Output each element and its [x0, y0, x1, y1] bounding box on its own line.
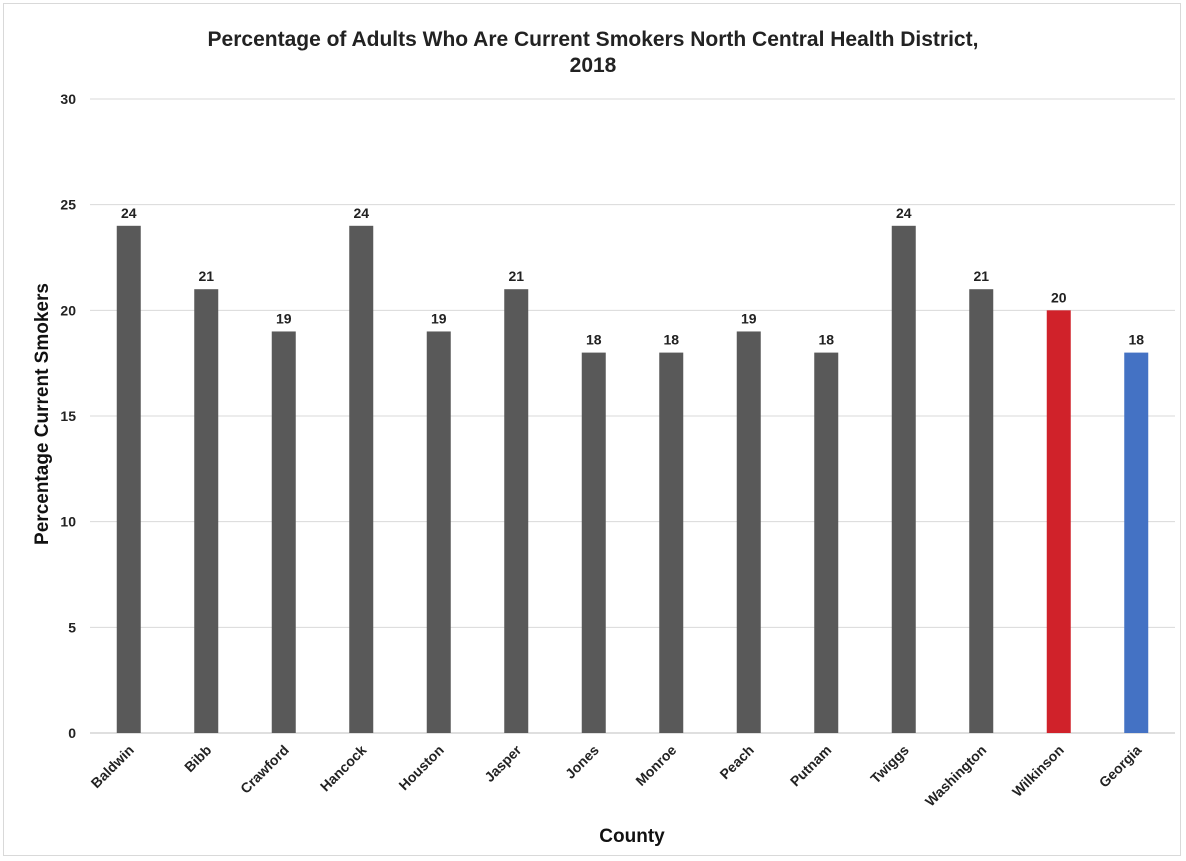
- bar: [1124, 352, 1149, 733]
- bar-value-label: 21: [973, 268, 989, 284]
- y-tick-label: 15: [60, 408, 76, 424]
- bar-value-label: 19: [431, 310, 447, 326]
- chart-title-line-2: 2018: [570, 54, 617, 77]
- bar: [504, 289, 529, 733]
- x-tick-label: Monroe: [632, 742, 679, 789]
- bar: [349, 225, 374, 734]
- gridlines: [90, 98, 1175, 734]
- bar-value-label: 24: [896, 205, 912, 221]
- bar-value-label: 18: [663, 332, 679, 348]
- bar-value-label: 18: [818, 332, 834, 348]
- bar-value-label: 19: [276, 310, 292, 326]
- bars: 24 21 19 24 19 21 18 18 19 18 24 21 20 18: [116, 205, 1149, 734]
- y-tick-label: 30: [60, 91, 76, 107]
- bar: [659, 352, 684, 733]
- bar-value-label: 18: [586, 332, 602, 348]
- bar-value-label: 19: [741, 310, 757, 326]
- bar: [116, 225, 141, 734]
- x-tick-label: Jasper: [481, 741, 525, 785]
- bar: [1046, 310, 1071, 733]
- bar: [814, 352, 839, 733]
- y-tick-label: 5: [68, 619, 76, 635]
- x-tick-label: Wilkinson: [1009, 742, 1067, 800]
- x-tick-label: Putnam: [787, 742, 835, 790]
- x-tick-label: Baldwin: [88, 742, 137, 791]
- bar-value-label: 20: [1051, 289, 1067, 305]
- x-tick-label: Georgia: [1096, 742, 1145, 791]
- bar: [969, 289, 994, 733]
- x-axis-title: County: [599, 826, 665, 847]
- x-tick-label: Hancock: [317, 742, 370, 795]
- bar: [426, 331, 451, 733]
- bar: [736, 331, 761, 733]
- bar-value-label: 24: [353, 205, 369, 221]
- x-tick-label: Washington: [922, 742, 990, 810]
- y-axis-title: Percentage Current Smokers: [32, 283, 53, 545]
- x-tick-label: Crawford: [237, 742, 292, 797]
- x-axis-ticks: Baldwin Bibb Crawford Hancock Houston Jasper J…: [88, 741, 1145, 809]
- y-tick-label: 20: [60, 302, 76, 318]
- x-tick-label: Houston: [395, 742, 446, 793]
- bar: [891, 225, 916, 734]
- bar-value-label: 18: [1128, 332, 1144, 348]
- y-tick-label: 0: [68, 725, 76, 741]
- y-tick-label: 10: [60, 514, 76, 530]
- y-tick-label: 25: [60, 197, 76, 213]
- bar-value-label: 24: [121, 205, 137, 221]
- bar: [194, 289, 219, 733]
- bar-value-label: 21: [198, 268, 214, 284]
- x-tick-label: Jones: [562, 742, 602, 782]
- bar: [271, 331, 296, 733]
- bar: [581, 352, 606, 733]
- chart-frame: [3, 3, 1181, 856]
- chart-title-line-1: Percentage of Adults Who Are Current Smo…: [208, 28, 979, 51]
- y-axis-ticks: 0 5 10 15 20 25 30: [60, 91, 76, 741]
- x-tick-label: Twiggs: [867, 742, 912, 787]
- bar-value-label: 21: [508, 268, 524, 284]
- x-tick-label: Bibb: [181, 742, 214, 775]
- x-tick-label: Peach: [716, 742, 756, 782]
